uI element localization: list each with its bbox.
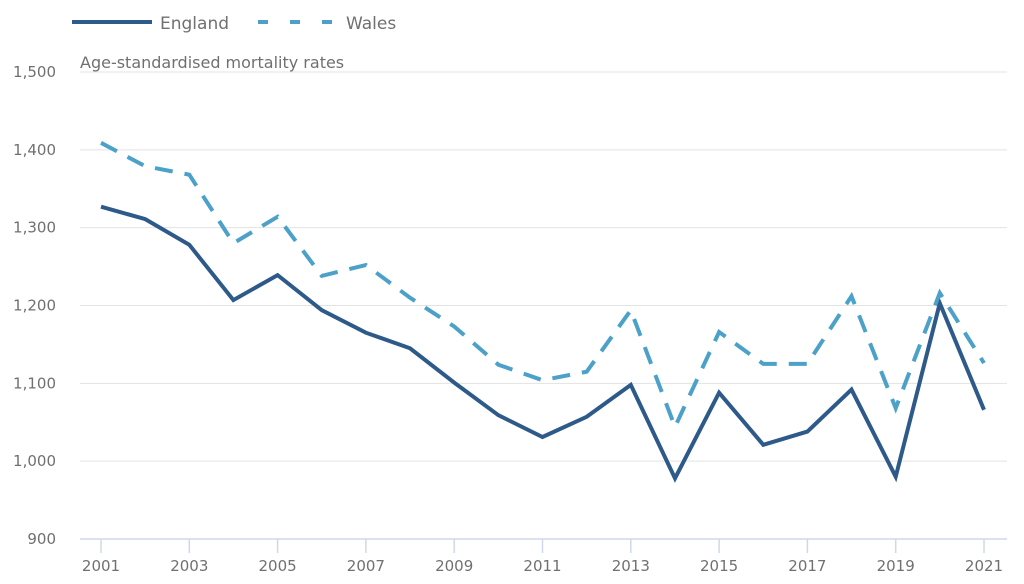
x-tick-label: 2013 bbox=[612, 557, 650, 575]
x-tick-label: 2009 bbox=[435, 557, 473, 575]
x-tick-label: 2007 bbox=[347, 557, 385, 575]
y-tick-label: 1,100 bbox=[13, 374, 56, 392]
x-tick-label: 2011 bbox=[523, 557, 561, 575]
series-line-wales bbox=[100, 141, 986, 433]
y-tick-label: 1,200 bbox=[13, 297, 56, 315]
y-tick-label: 900 bbox=[27, 530, 56, 548]
y-tick-label: 1,500 bbox=[13, 63, 56, 81]
series-line-england bbox=[100, 204, 986, 483]
y-tick-label: 1,400 bbox=[13, 141, 56, 159]
legend-label: Wales bbox=[346, 14, 396, 34]
legend-item-england: England bbox=[72, 14, 229, 34]
y-tick-label: 1,300 bbox=[13, 219, 56, 237]
gridlines bbox=[80, 71, 1007, 462]
x-axis: 2001 2003 2005 2007 2009 2011 2013 2015 2017 2019… bbox=[80, 538, 1007, 575]
y-axis: 900 1,000 1,100 1,200 1,300 1,400 1,500 bbox=[13, 63, 56, 548]
x-tick-label: 2005 bbox=[259, 557, 297, 575]
legend: England Wales bbox=[72, 14, 396, 34]
x-tick-label: 2001 bbox=[82, 557, 120, 575]
x-tick-label: 2003 bbox=[170, 557, 208, 575]
legend-item-wales: Wales bbox=[258, 14, 396, 34]
legend-label: England bbox=[160, 14, 229, 34]
y-tick-label: 1,000 bbox=[13, 452, 56, 470]
series-lines bbox=[100, 141, 986, 483]
x-tick-label: 2015 bbox=[700, 557, 738, 575]
x-tick-label: 2019 bbox=[877, 557, 915, 575]
x-tick-label: 2017 bbox=[788, 557, 826, 575]
chart-subtitle: Age-standardised mortality rates bbox=[80, 53, 344, 72]
x-tick-label: 2021 bbox=[965, 557, 1003, 575]
